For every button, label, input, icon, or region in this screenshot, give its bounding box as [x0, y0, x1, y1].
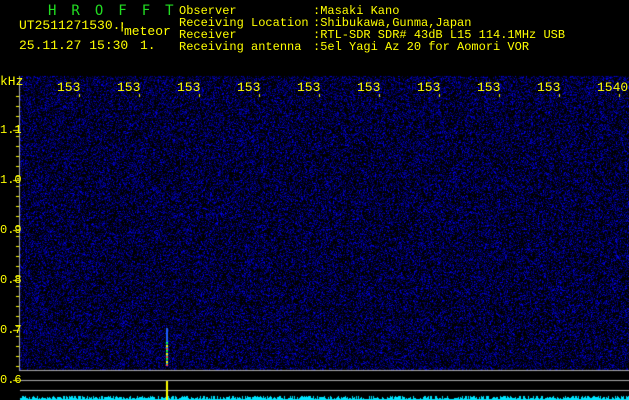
observer-value: :Masaki Kano	[313, 4, 400, 18]
freq-label: 1533	[177, 80, 201, 95]
freq-label: 1532	[117, 80, 141, 95]
datetime: 25.11.27 15:30	[19, 38, 129, 53]
freq-label: 1537	[417, 80, 441, 95]
file-name: UT2511271530.png	[19, 20, 123, 32]
y-label: 1.1	[0, 123, 22, 137]
freq-label: 1536	[357, 80, 381, 95]
y-label: 0.8	[0, 273, 22, 287]
y-label: 0.9	[0, 223, 22, 237]
y-label: 0.6	[0, 373, 22, 387]
location-value: :Shibukawa,Gunma,Japan	[313, 16, 472, 30]
observer-label: Observer	[179, 4, 237, 18]
freq-label: 1535	[297, 80, 321, 95]
y-label: 1.0	[0, 173, 22, 187]
y-label: 0.7	[0, 323, 22, 337]
receiver-label: Receiver	[179, 28, 237, 42]
freq-label: 1539	[537, 80, 561, 95]
count: 1.	[140, 38, 156, 53]
antenna-label: Receiving antenna	[179, 40, 302, 54]
mode-label: meteor	[124, 24, 171, 39]
freq-label: 1534	[237, 80, 261, 95]
axis-unit: kHz	[0, 74, 24, 89]
receiver-value: :RTL-SDR SDR# 43dB L15 114.1MHz USB	[313, 28, 566, 42]
app-title: HROFFT	[48, 3, 189, 19]
antenna-value: :5el Yagi Az 20 for Aomori VOR	[313, 40, 530, 54]
freq-label: 1540	[597, 80, 629, 95]
freq-label: 1538	[477, 80, 501, 95]
location-label: Receiving Location	[179, 16, 309, 30]
